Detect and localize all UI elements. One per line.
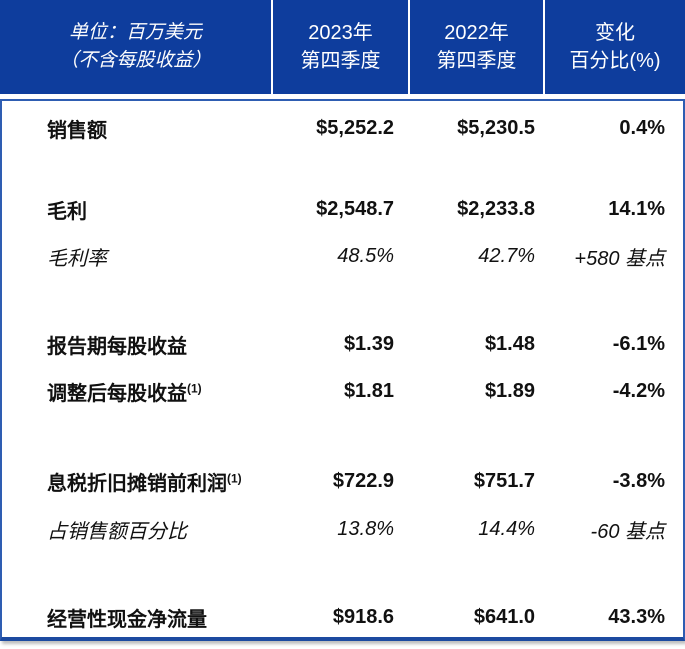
table-row-gross-profit: 毛利 $2,548.7 $2,233.8 14.1% [2, 189, 683, 229]
row-label: 息税折旧摊销前利润(1) [47, 470, 242, 495]
header-cell-q4-2023: 2023年 第四季度 [271, 0, 408, 94]
value-2023: $1.81 [343, 379, 394, 402]
q4-2022-line2: 第四季度 [436, 50, 517, 72]
q4-2022-line1: 2022年 [444, 22, 509, 44]
q4-2023-line1: 2023年 [308, 22, 373, 44]
value-2022: $5,230.5 [457, 116, 535, 139]
value-change: -60 基点 [590, 520, 665, 543]
value-change: 0.4% [619, 116, 665, 139]
footnote-marker: (1) [187, 380, 202, 395]
value-2023: $5,252.2 [316, 116, 394, 139]
value-change: -4.2% [612, 379, 665, 402]
row-label: 占销售额百分比 [47, 520, 187, 543]
value-change: 14.1% [608, 197, 665, 220]
header-cell-units: 单位：百万美元 （不含每股收益） [0, 0, 271, 94]
value-2022: $1.48 [484, 332, 535, 355]
table-row-gross-margin: 毛利率 48.5% 42.7% +580 基点 [2, 236, 683, 276]
value-2022: $2,233.8 [457, 197, 535, 220]
value-2022: 42.7% [478, 244, 535, 267]
value-change: -6.1% [612, 332, 665, 355]
table-row-ebitda: 息税折旧摊销前利润(1) $722.9 $751.7 -3.8% [2, 461, 683, 501]
value-2023: $1.39 [343, 332, 394, 355]
units-line1: 单位：百万美元 [68, 22, 202, 43]
table-row-adjusted-eps: 调整后每股收益(1) $1.81 $1.89 -4.2% [2, 371, 683, 411]
table-header: 单位：百万美元 （不含每股收益） 2023年 第四季度 2022年 第四季度 变… [0, 0, 685, 94]
row-label: 经营性现金净流量 [47, 608, 207, 631]
value-2023: 48.5% [337, 244, 394, 267]
table-row-operating-cash-flow: 经营性现金净流量 $918.6 $641.0 43.3% [2, 597, 683, 637]
value-2023: $722.9 [332, 469, 394, 492]
table-body: 销售额 $5,252.2 $5,230.5 0.4% 毛利 $2,548.7 $… [0, 99, 685, 641]
table-row-reported-eps: 报告期每股收益 $1.39 $1.48 -6.1% [2, 324, 683, 364]
value-2022: $641.0 [473, 605, 535, 628]
value-2022: $751.7 [473, 469, 535, 492]
value-2022: $1.89 [484, 379, 535, 402]
header-cell-change-pct: 变化 百分比(%) [543, 0, 685, 94]
row-label: 报告期每股收益 [47, 335, 187, 358]
value-2022: 14.4% [478, 517, 535, 540]
q4-2023-line2: 第四季度 [300, 50, 381, 72]
value-change: +580 基点 [574, 247, 665, 270]
table-row-sales: 销售额 $5,252.2 $5,230.5 0.4% [2, 108, 683, 148]
change-pct-line1: 变化 [595, 22, 635, 44]
change-pct-line2: 百分比(%) [569, 50, 661, 72]
row-label: 销售额 [47, 119, 107, 142]
row-label: 毛利 [47, 200, 87, 223]
row-label: 毛利率 [47, 247, 107, 270]
row-label: 调整后每股收益(1) [47, 380, 202, 405]
value-change: 43.3% [608, 605, 665, 628]
header-cell-q4-2022: 2022年 第四季度 [408, 0, 543, 94]
value-2023: $918.6 [332, 605, 394, 628]
value-change: -3.8% [612, 469, 665, 492]
units-line2: （不含每股收益） [59, 50, 212, 71]
value-2023: 13.8% [337, 517, 394, 540]
table-row-pct-of-sales: 占销售额百分比 13.8% 14.4% -60 基点 [2, 509, 683, 549]
footnote-marker: (1) [227, 470, 242, 485]
value-2023: $2,548.7 [316, 197, 394, 220]
